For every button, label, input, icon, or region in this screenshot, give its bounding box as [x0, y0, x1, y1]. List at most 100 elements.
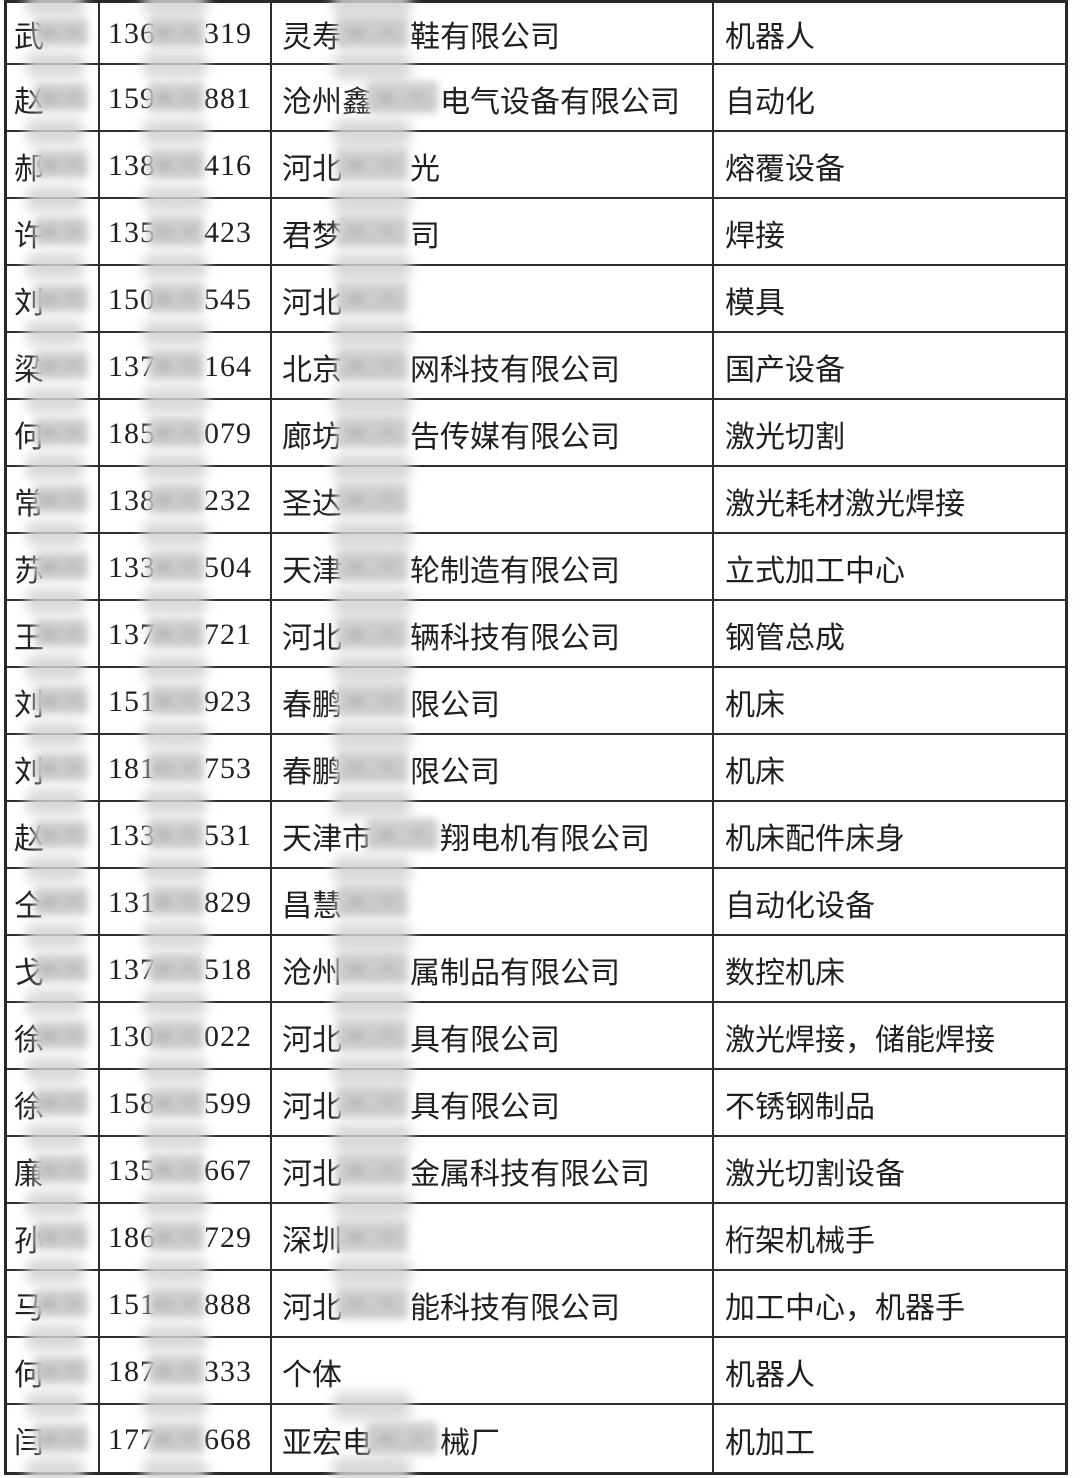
company-prefix: 圣达 [282, 487, 342, 521]
company-suffix: 网科技有限公司 [410, 353, 620, 387]
phone-prefix: 135 [108, 1153, 156, 1187]
phone-prefix: 131 [108, 885, 156, 919]
demand-category-cell: 不锈钢制品 [714, 1070, 1063, 1135]
name-redaction-smudge [34, 216, 88, 245]
demand-category: 激光切割 [725, 420, 845, 454]
demand-category-cell: 数控机床 [714, 936, 1063, 1001]
company-redaction-smudge [336, 147, 408, 180]
demand-category: 桁架机械手 [725, 1224, 875, 1258]
company-cell: 圣达 [272, 467, 714, 532]
phone-prefix: 159 [108, 81, 156, 115]
name-redaction-smudge [34, 1288, 88, 1317]
phone-suffix: 599 [204, 1086, 252, 1120]
phone-redaction-smudge [148, 349, 204, 380]
company-prefix: 河北 [282, 152, 342, 186]
company-cell: 深圳 [272, 1204, 714, 1269]
company-cell: 天津 轮制造有限公司 [272, 534, 714, 599]
name-redaction-smudge [34, 752, 88, 781]
demand-category-cell: 机床 [714, 735, 1063, 800]
phone-redaction-smudge [148, 215, 204, 246]
phone-redaction-smudge [148, 1422, 204, 1453]
company-cell: 亚宏电 械厂 [272, 1405, 714, 1472]
contact-name-cell: 刘 [7, 735, 100, 800]
name-redaction-smudge [34, 1087, 88, 1116]
phone-cell: 187 333 [100, 1338, 272, 1403]
phone-suffix: 753 [204, 751, 252, 785]
company-redaction-smudge [336, 884, 408, 917]
name-redaction-smudge [34, 1423, 88, 1452]
phone-redaction-smudge [148, 684, 204, 715]
company-prefix: 昌慧 [282, 889, 342, 923]
demand-category-cell: 熔覆设备 [714, 132, 1063, 197]
phone-cell: 150 545 [100, 266, 272, 331]
demand-category: 激光耗材激光焊接 [725, 487, 965, 521]
table-row: 徐 130 022 河北 具有限公司 激光焊接，储能焊接 [7, 990, 1065, 1070]
name-redaction-smudge [34, 82, 88, 111]
contact-name-cell: 闫 [7, 1405, 100, 1472]
demand-category: 自动化 [725, 85, 815, 119]
company-cell: 河北 辆科技有限公司 [272, 601, 714, 666]
contact-name-cell: 徐 [7, 1070, 100, 1135]
company-redaction-smudge [336, 214, 408, 247]
contact-name-cell: 刘 [7, 668, 100, 733]
table-row: 常 138 232 圣达 激光耗材激光焊接 [7, 454, 1065, 534]
company-redaction-smudge [336, 16, 408, 48]
phone-redaction-smudge [148, 282, 204, 313]
phone-prefix: 150 [108, 282, 156, 316]
contact-name-cell: 王 [7, 601, 100, 666]
company-redaction-smudge [366, 1421, 438, 1454]
phone-cell: 133 531 [100, 802, 272, 867]
phone-prefix: 130 [108, 1019, 156, 1053]
company-redaction-smudge [336, 1085, 408, 1118]
phone-redaction-smudge [148, 617, 204, 648]
phone-suffix: 721 [204, 617, 252, 651]
company-cell: 沧州 属制品有限公司 [272, 936, 714, 1001]
company-suffix: 具有限公司 [410, 1023, 560, 1057]
company-redaction-smudge [366, 817, 438, 850]
company-redaction-smudge [336, 1018, 408, 1051]
phone-cell: 130 022 [100, 1003, 272, 1068]
phone-prefix: 133 [108, 818, 156, 852]
company-cell: 廊坊 告传媒有限公司 [272, 400, 714, 465]
contact-name-cell: 梁 [7, 333, 100, 398]
company-suffix: 辆科技有限公司 [410, 621, 620, 655]
phone-prefix: 186 [108, 1220, 156, 1254]
company-redaction-smudge [336, 1286, 408, 1319]
name-redaction-smudge [34, 886, 88, 915]
phone-cell: 159 881 [100, 65, 272, 130]
phone-suffix: 829 [204, 885, 252, 919]
phone-cell: 151 923 [100, 668, 272, 733]
phone-suffix: 504 [204, 550, 252, 584]
company-suffix: 司 [410, 219, 440, 253]
table-row: 徐 158 599 河北 具有限公司 不锈钢制品 [7, 1057, 1065, 1137]
name-redaction-smudge [34, 685, 88, 714]
table-body: 武 136 319 灵寿 鞋有限公司 机器人 赵 159 [7, 0, 1065, 1478]
demand-category: 熔覆设备 [725, 152, 845, 186]
company-cell: 河北 金属科技有限公司 [272, 1137, 714, 1202]
phone-cell: 138 232 [100, 467, 272, 532]
demand-category-cell: 机床 [714, 668, 1063, 733]
name-redaction-smudge [34, 149, 88, 178]
phone-prefix: 135 [108, 215, 156, 249]
table-row: 梁 137 164 北京 网科技有限公司 国产设备 [7, 320, 1065, 400]
phone-cell: 136 319 [100, 3, 272, 63]
phone-redaction-smudge [148, 751, 204, 782]
phone-cell: 131 829 [100, 869, 272, 934]
demand-category-cell: 机加工 [714, 1405, 1063, 1472]
demand-category-cell: 激光耗材激光焊接 [714, 467, 1063, 532]
contact-name-cell: 常 [7, 467, 100, 532]
company-suffix: 限公司 [410, 755, 500, 789]
contact-name-cell: 戈 [7, 936, 100, 1001]
name-redaction-smudge [34, 618, 88, 647]
name-redaction-smudge [34, 551, 88, 580]
phone-redaction-smudge [148, 550, 204, 581]
contact-name-cell: 徐 [7, 1003, 100, 1068]
company-redaction-smudge [336, 750, 408, 783]
name-redaction-smudge [34, 1221, 88, 1250]
phone-cell: 151 888 [100, 1271, 272, 1336]
table-row: 何 187 333 个体 机器人 [7, 1325, 1065, 1405]
phone-cell: 137 164 [100, 333, 272, 398]
table-row: 郝 138 416 河北 光 熔覆设备 [7, 119, 1065, 199]
demand-category: 机床配件床身 [725, 822, 905, 856]
phone-suffix: 333 [204, 1354, 252, 1388]
